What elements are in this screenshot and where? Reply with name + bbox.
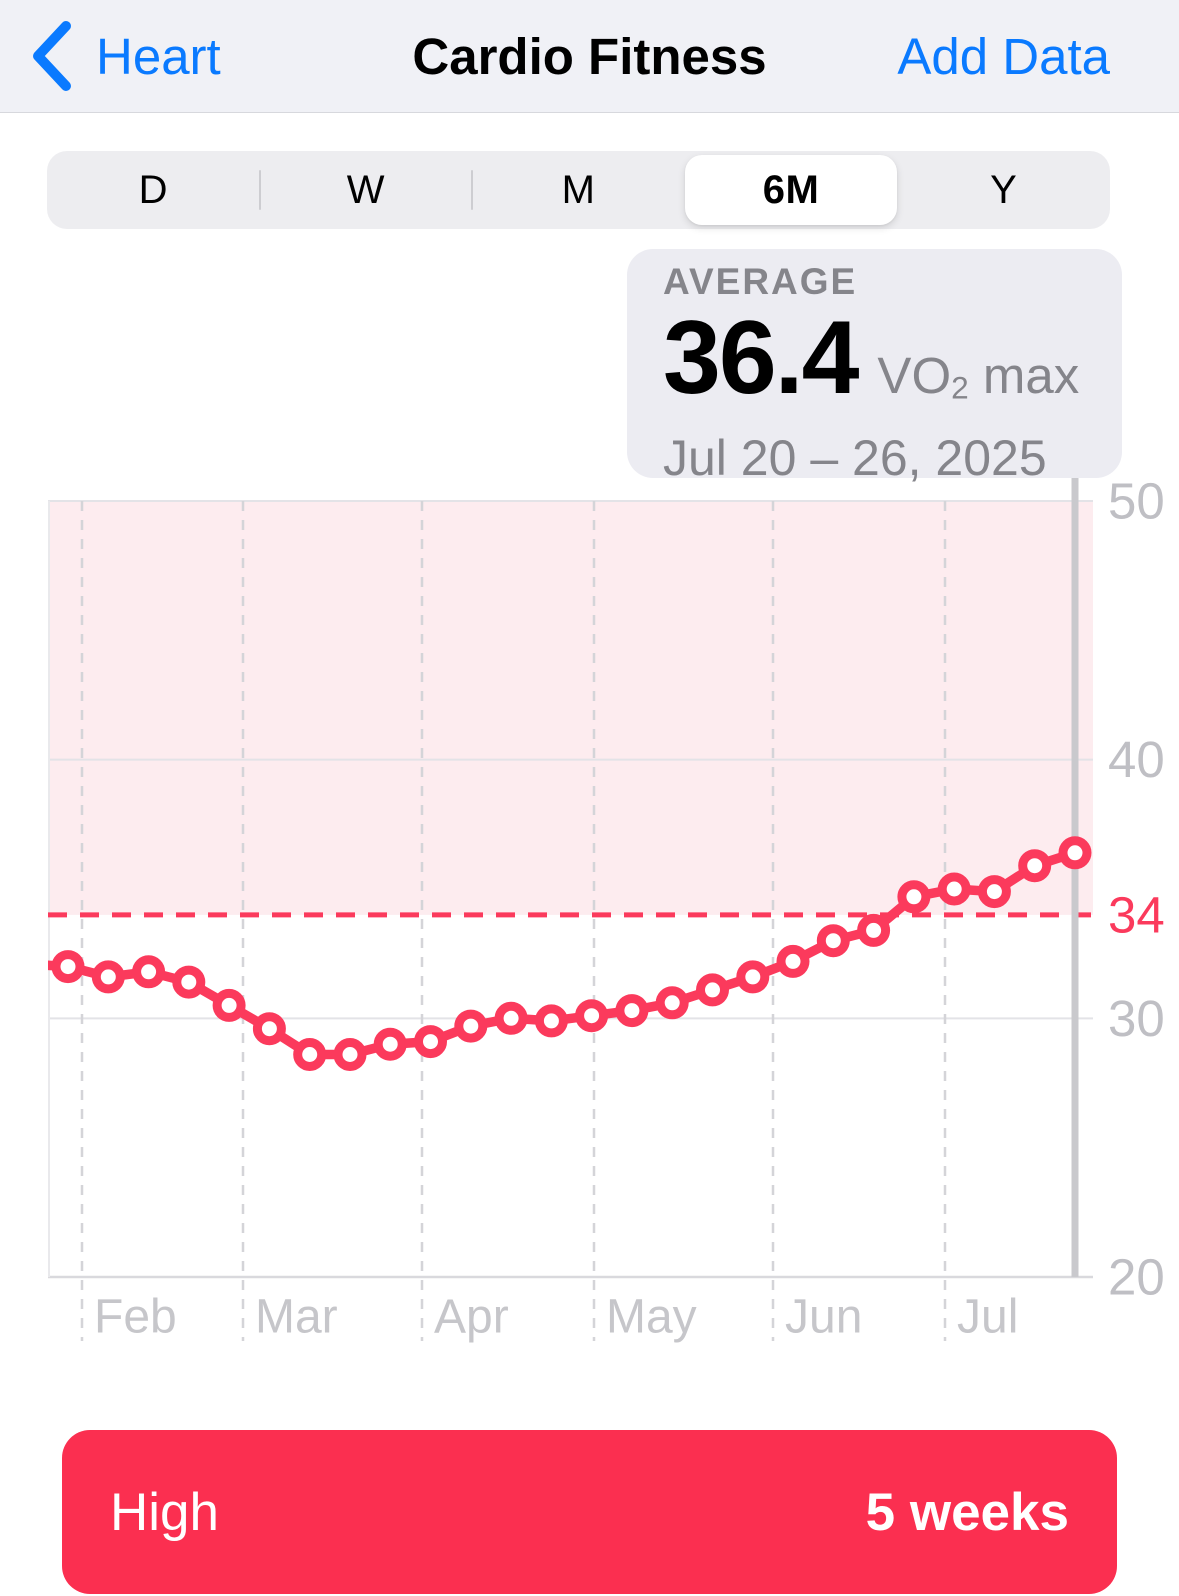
data-point-21[interactable]	[897, 880, 931, 914]
segment-y[interactable]: Y	[990, 167, 1018, 212]
data-point-6[interactable]	[293, 1038, 327, 1071]
data-point-7[interactable]	[333, 1038, 367, 1071]
segment-m[interactable]: M	[471, 151, 685, 229]
data-point-10[interactable]	[454, 1009, 488, 1043]
y-axis-label-30: 30	[1108, 990, 1165, 1047]
data-point-11[interactable]	[494, 1001, 528, 1035]
data-point-8[interactable]	[373, 1027, 407, 1061]
high-zone-band	[48, 501, 1093, 915]
month-label-jun: Jun	[785, 1291, 862, 1344]
segment-d[interactable]: D	[138, 167, 168, 212]
add-data-button[interactable]: Add Data	[897, 28, 1110, 85]
navigation-bar: Heart Cardio Fitness Add Data	[0, 0, 1179, 113]
data-point-23[interactable]	[977, 875, 1011, 909]
average-value: 36.4	[663, 300, 859, 416]
y-axis-label-40: 40	[1108, 731, 1165, 788]
average-heading: AVERAGE	[663, 261, 858, 302]
segment-6m[interactable]: 6M	[684, 155, 898, 225]
average-value-row: 36.4 VO2 max	[663, 305, 1092, 429]
y-axis-label-20: 20	[1108, 1249, 1165, 1306]
time-range-segmented-control: D W M 6M Y	[47, 151, 1110, 229]
average-summary-card: AVERAGE 36.4 VO2 max Jul 20 – 26, 2025	[627, 249, 1122, 486]
data-point-13[interactable]	[575, 999, 609, 1033]
average-period: Jul 20 – 26, 2025	[663, 430, 1047, 486]
data-point-22[interactable]	[937, 872, 971, 906]
y-axis-label-50: 50	[1108, 473, 1165, 530]
month-label-may: May	[606, 1291, 697, 1344]
data-point-15[interactable]	[655, 986, 689, 1020]
data-point-2[interactable]	[132, 955, 166, 989]
data-point-0[interactable]	[51, 950, 85, 984]
segment-w[interactable]: W	[258, 151, 473, 229]
back-button[interactable]: Heart	[28, 0, 221, 112]
data-point-14[interactable]	[615, 994, 649, 1028]
data-point-3[interactable]	[172, 965, 206, 999]
y-axis-label-threshold: 34	[1108, 886, 1165, 943]
data-point-16[interactable]	[696, 973, 729, 1007]
data-point-20[interactable]	[857, 913, 891, 947]
month-label-jul: Jul	[957, 1291, 1018, 1344]
data-point-25[interactable]	[1058, 836, 1092, 870]
data-point-24[interactable]	[1018, 849, 1052, 883]
data-point-4[interactable]	[212, 988, 246, 1022]
data-point-17[interactable]	[736, 960, 770, 994]
data-point-12[interactable]	[534, 1004, 568, 1038]
month-label-mar: Mar	[255, 1291, 338, 1344]
data-point-1[interactable]	[91, 960, 125, 994]
page-title: Cardio Fitness	[412, 27, 767, 85]
back-button-label: Heart	[96, 27, 221, 85]
chevron-left-icon	[33, 21, 71, 91]
month-label-feb: Feb	[94, 1291, 177, 1344]
fitness-level-card[interactable]: High 5 weeks	[62, 1430, 1117, 1594]
month-label-apr: Apr	[434, 1291, 509, 1344]
data-point-5[interactable]	[252, 1012, 286, 1046]
average-unit: VO2 max	[877, 347, 1080, 406]
data-point-19[interactable]	[816, 924, 850, 958]
data-point-9[interactable]	[414, 1025, 447, 1059]
fitness-level-label: High	[110, 1482, 220, 1542]
fitness-level-duration: 5 weeks	[865, 1482, 1069, 1542]
data-point-18[interactable]	[776, 944, 810, 978]
